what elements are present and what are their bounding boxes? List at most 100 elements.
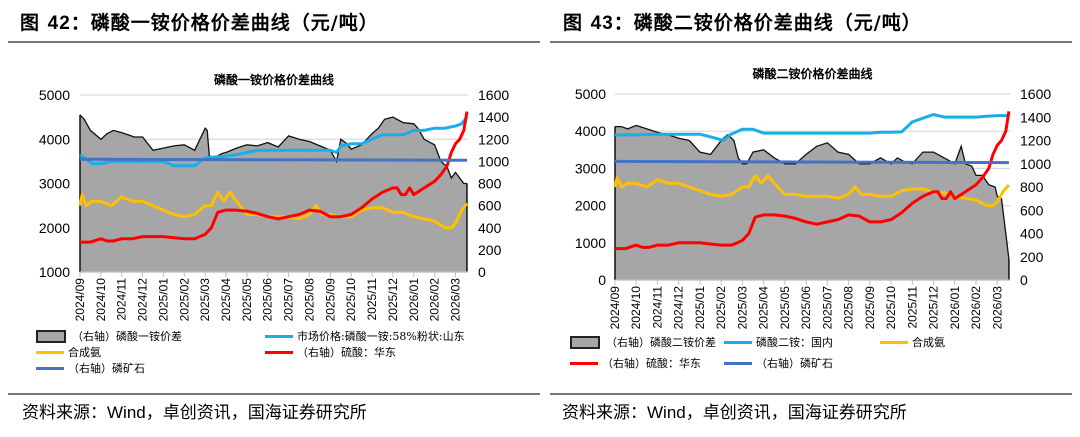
legend-item-phosphate-rock: （右轴）磷矿石	[36, 360, 145, 376]
series-line	[615, 111, 1011, 251]
source-prefix: 资料来源：	[562, 403, 647, 423]
series-line	[79, 157, 468, 162]
legend-label: （右轴）磷酸一铵价差	[72, 330, 182, 343]
series-line	[615, 113, 1009, 142]
chart-di-ammonium-phosphate: 磷酸二铵价格价差曲线 0 1000 2000 3000 4000 5000 0 200 400 60…	[575, 66, 1052, 330]
legend-label: 合成氨	[68, 346, 101, 359]
chart-title: 磷酸二铵价格价差曲线	[752, 66, 872, 81]
x-tick-label: 2025/11	[905, 286, 919, 329]
title-divider	[8, 41, 540, 43]
y-right-tick-label: 600	[478, 198, 502, 214]
y-left-tick-label: 5000	[575, 86, 606, 102]
legend-swatch-area	[36, 329, 66, 343]
spread-area	[615, 125, 1009, 281]
x-tick-label: 2024/12	[672, 286, 686, 330]
figure-label-prefix: 图	[563, 12, 591, 34]
x-tick-label: 2025/11	[365, 278, 379, 321]
y-left-tick-label: 3000	[39, 176, 70, 192]
y-right-tick-label: 1400	[478, 109, 509, 125]
x-tick-label: 2025/09	[863, 286, 877, 330]
y-left-tick-label: 4000	[39, 131, 70, 147]
y-right-tick-label: 800	[1020, 179, 1044, 195]
x-tick-label: 2025/02	[714, 286, 728, 330]
figure-42-title: 图 42：磷酸一铵价格价差曲线（元/吨）	[20, 8, 379, 35]
x-tick-label: 2024/12	[136, 278, 150, 322]
y-left-tick-label: 4000	[575, 123, 606, 139]
y-right-tick-label: 400	[1020, 226, 1044, 242]
y-right-tick-label: 1600	[478, 87, 509, 103]
x-tick-label: 2025/04	[757, 286, 771, 330]
figure-label-prefix: 图	[20, 12, 48, 34]
x-tick-label: 2025/05	[778, 286, 792, 330]
series-line	[614, 159, 1009, 165]
legend-swatch-line	[36, 366, 64, 370]
y-right-tick-label: 1000	[478, 153, 509, 169]
legend-label: （右轴）硫酸：华东	[297, 346, 396, 359]
chart-mono-ammonium-phosphate: 磷酸一铵价格价差曲线 1000 2000 3000 4000 5000 0 200 400 600…	[39, 72, 510, 322]
legend-label: 磷酸二铵：国内	[756, 336, 833, 349]
x-tick-label: 2026/01	[948, 286, 962, 330]
x-tick-label: 2025/03	[735, 286, 749, 330]
legend-label: 合成氨	[912, 336, 945, 349]
x-tick-label: 2024/10	[94, 278, 108, 322]
x-tick-label: 2026/03	[990, 286, 1004, 330]
figure-caption: ：磷酸二铵价格价差曲线（元/吨）	[613, 12, 922, 34]
x-tick-label: 2025/08	[302, 278, 316, 322]
x-tick-label: 2024/11	[650, 286, 664, 329]
y-left-tick-label: 0	[598, 272, 606, 288]
y-right-tick-label: 1200	[478, 131, 509, 147]
legend-item-spread: （右轴）磷酸二铵价差	[570, 334, 716, 350]
figure-caption: ：磷酸一铵价格价差曲线（元/吨）	[70, 12, 379, 34]
x-tick-label: 2026/01	[407, 278, 421, 322]
spread-area	[80, 114, 467, 273]
y-right-tick-label: 800	[478, 176, 502, 192]
y-left-tick-label: 1000	[575, 235, 606, 251]
x-tick-label: 2025/07	[282, 278, 296, 322]
y-right-tick-label: 400	[478, 220, 502, 236]
x-tick-label: 2025/06	[261, 278, 275, 322]
source-rest: ，卓创资讯，国海证券研究所	[145, 403, 367, 423]
x-tick-label: 2025/12	[386, 278, 400, 322]
x-tick-label: 2025/08	[842, 286, 856, 330]
x-tick-label: 2024/10	[629, 286, 643, 330]
source-note: 资料来源：Wind，卓创资讯，国海证券研究所	[22, 398, 367, 423]
source-wind: Wind	[647, 403, 686, 422]
legend-item-map-price: 市场价格:磷酸一铵:58%粉状:山东	[265, 328, 465, 344]
y-right-tick-label: 1400	[1020, 109, 1051, 125]
spread-outline	[615, 124, 1010, 260]
figure-number: 43	[590, 13, 614, 34]
source-divider	[550, 393, 1072, 395]
y-left-tick-label: 2000	[575, 198, 606, 214]
x-tick-label: 2025/04	[219, 278, 233, 322]
x-tick-label: 2025/03	[198, 278, 212, 322]
source-prefix: 资料来源：	[22, 403, 107, 423]
chart-title: 磷酸一铵价格价差曲线	[214, 72, 334, 87]
x-tick-label: 2024/09	[608, 286, 622, 330]
legend-label: （右轴）磷酸二铵价差	[606, 336, 716, 349]
x-tick-label: 2024/09	[73, 278, 87, 322]
y-right-tick-label: 1600	[1020, 86, 1051, 102]
y-right-tick-label: 200	[1020, 249, 1044, 265]
legend-swatch-line	[265, 334, 293, 338]
legend-swatch-line	[36, 350, 64, 354]
series-line	[79, 116, 469, 168]
legend-item-ammonia: 合成氨	[36, 344, 101, 360]
legend-item-ammonia: 合成氨	[880, 334, 945, 350]
x-tick-label: 2025/05	[240, 278, 254, 322]
legend-item-spread: （右轴）磷酸一铵价差	[36, 328, 182, 344]
legend-item-sulfuric-acid: （右轴）硫酸：华东	[265, 344, 396, 360]
title-divider	[550, 41, 1072, 43]
y-left-tick-label: 2000	[39, 220, 70, 236]
source-note: 资料来源：Wind，卓创资讯，国海证券研究所	[562, 398, 907, 423]
source-divider	[8, 393, 540, 395]
x-tick-label: 2025/10	[884, 286, 898, 330]
legend-swatch-line	[265, 350, 293, 354]
y-right-tick-label: 600	[1020, 202, 1044, 218]
figure-43-title: 图 43：磷酸二铵价格价差曲线（元/吨）	[563, 8, 922, 35]
x-tick-label: 2025/07	[820, 286, 834, 330]
legend-item-domestic-price: 磷酸二铵：国内	[724, 334, 833, 350]
x-tick-label: 2025/01	[156, 278, 170, 322]
y-right-tick-label: 1000	[1020, 156, 1051, 172]
x-tick-label: 2025/10	[344, 278, 358, 322]
x-tick-label: 2026/02	[969, 286, 983, 330]
